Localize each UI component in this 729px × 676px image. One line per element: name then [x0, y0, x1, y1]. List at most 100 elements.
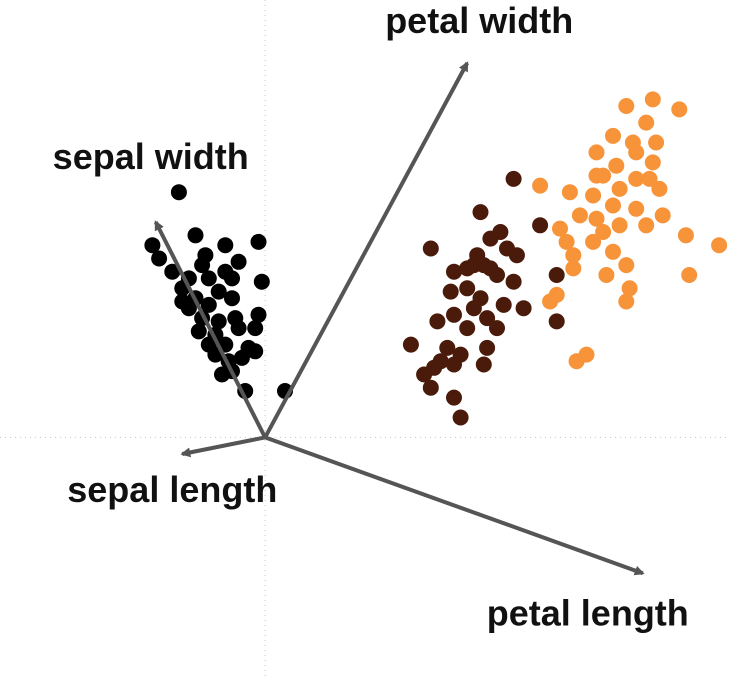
data-point-series-1 — [200, 296, 217, 313]
data-point-series-2 — [459, 280, 476, 297]
data-point-series-2 — [446, 306, 462, 323]
data-point-series-3 — [628, 144, 645, 161]
data-point-series-1 — [224, 270, 240, 287]
sepal-length-label: sepal length — [67, 469, 277, 510]
data-point-series-2 — [446, 263, 462, 280]
data-point-series-2 — [442, 283, 459, 300]
data-point-series-1 — [214, 366, 230, 383]
data-point-series-1 — [174, 293, 191, 310]
data-point-series-1 — [233, 349, 250, 366]
data-point-series-1 — [187, 227, 204, 244]
data-point-series-1 — [247, 320, 264, 337]
data-point-series-2 — [479, 339, 496, 356]
data-point-series-1 — [144, 237, 161, 254]
data-point-series-2 — [479, 310, 496, 327]
sepal-width-arrow — [153, 220, 267, 439]
data-point-series-3 — [638, 114, 655, 131]
data-point-series-3 — [542, 293, 559, 310]
data-point-series-2 — [505, 273, 522, 290]
data-point-series-3 — [638, 217, 655, 234]
data-point-series-2 — [426, 359, 443, 376]
data-point-series-2 — [459, 260, 476, 277]
petal-length-arrow — [264, 435, 645, 576]
data-point-series-3 — [565, 260, 582, 277]
loading-labels: sepal length sepal width petal width petal … — [53, 0, 689, 633]
data-point-series-1 — [190, 323, 207, 340]
data-point-series-3 — [671, 101, 688, 118]
data-point-series-2 — [439, 339, 456, 356]
data-point-series-2 — [452, 409, 469, 426]
data-point-series-2 — [515, 300, 532, 317]
data-point-series-1 — [247, 343, 264, 360]
data-point-series-3 — [605, 243, 621, 260]
data-point-series-2 — [446, 389, 462, 406]
data-point-series-2 — [446, 356, 462, 373]
data-point-series-3 — [561, 184, 578, 201]
data-point-series-3 — [558, 233, 575, 250]
data-point-series-3 — [571, 207, 588, 224]
data-point-series-3 — [628, 170, 645, 187]
data-point-series-3 — [644, 91, 661, 108]
data-point-series-2 — [489, 320, 505, 337]
data-point-series-3 — [552, 220, 568, 237]
data-point-series-3 — [568, 353, 585, 370]
data-point-series-2 — [472, 204, 489, 221]
data-point-series-3 — [608, 157, 625, 174]
data-point-series-1 — [170, 184, 187, 201]
data-point-series-2 — [548, 267, 565, 283]
petal-width-arrow — [263, 61, 469, 439]
data-point-series-2 — [465, 300, 482, 317]
data-point-series-3 — [681, 267, 698, 283]
data-point-series-3 — [565, 247, 582, 264]
data-point-series-2 — [508, 247, 525, 264]
data-point-series-1 — [250, 306, 267, 323]
data-point-series-3 — [611, 180, 628, 197]
sepal-width-label: sepal width — [53, 136, 249, 177]
data-point-series-3 — [654, 207, 671, 224]
data-point-series-3 — [598, 267, 615, 283]
data-point-series-3 — [648, 134, 665, 151]
data-point-series-1 — [230, 320, 247, 337]
data-point-series-3 — [651, 180, 668, 197]
data-point-series-3 — [611, 217, 628, 234]
data-point-series-2 — [492, 224, 509, 240]
data-point-series-1 — [250, 233, 267, 250]
data-point-series-2 — [469, 247, 486, 264]
data-point-series-3 — [585, 233, 602, 250]
data-point-series-2 — [422, 379, 439, 396]
data-point-series-1 — [217, 237, 234, 254]
data-point-series-3 — [595, 167, 612, 184]
data-point-series-1 — [253, 273, 270, 290]
scatter-points — [144, 91, 728, 426]
data-point-series-1 — [230, 253, 247, 270]
data-point-series-3 — [677, 227, 694, 244]
data-point-series-2 — [475, 356, 492, 373]
data-point-series-3 — [621, 280, 638, 297]
sepal-length-arrow — [180, 435, 266, 458]
data-point-series-2 — [482, 260, 499, 277]
data-point-series-3 — [618, 293, 635, 310]
data-point-series-3 — [605, 127, 621, 144]
data-point-series-1 — [224, 290, 240, 307]
data-point-series-1 — [164, 263, 181, 280]
data-point-series-2 — [402, 336, 419, 353]
data-point-series-3 — [711, 237, 728, 254]
data-point-series-1 — [210, 313, 227, 330]
data-point-series-1 — [210, 283, 227, 300]
data-point-series-2 — [495, 296, 512, 313]
petal-length-label: petal length — [487, 592, 689, 633]
data-point-series-1 — [151, 250, 168, 267]
data-point-series-3 — [595, 224, 612, 240]
data-point-series-3 — [585, 187, 602, 204]
data-point-series-2 — [532, 217, 549, 234]
petal-width-label: petal width — [385, 0, 573, 41]
data-point-series-1 — [197, 247, 214, 264]
data-point-series-3 — [588, 210, 605, 227]
data-point-series-3 — [618, 98, 635, 114]
data-point-series-2 — [505, 170, 522, 187]
data-point-series-1 — [200, 270, 217, 287]
loading-arrows — [153, 61, 645, 576]
